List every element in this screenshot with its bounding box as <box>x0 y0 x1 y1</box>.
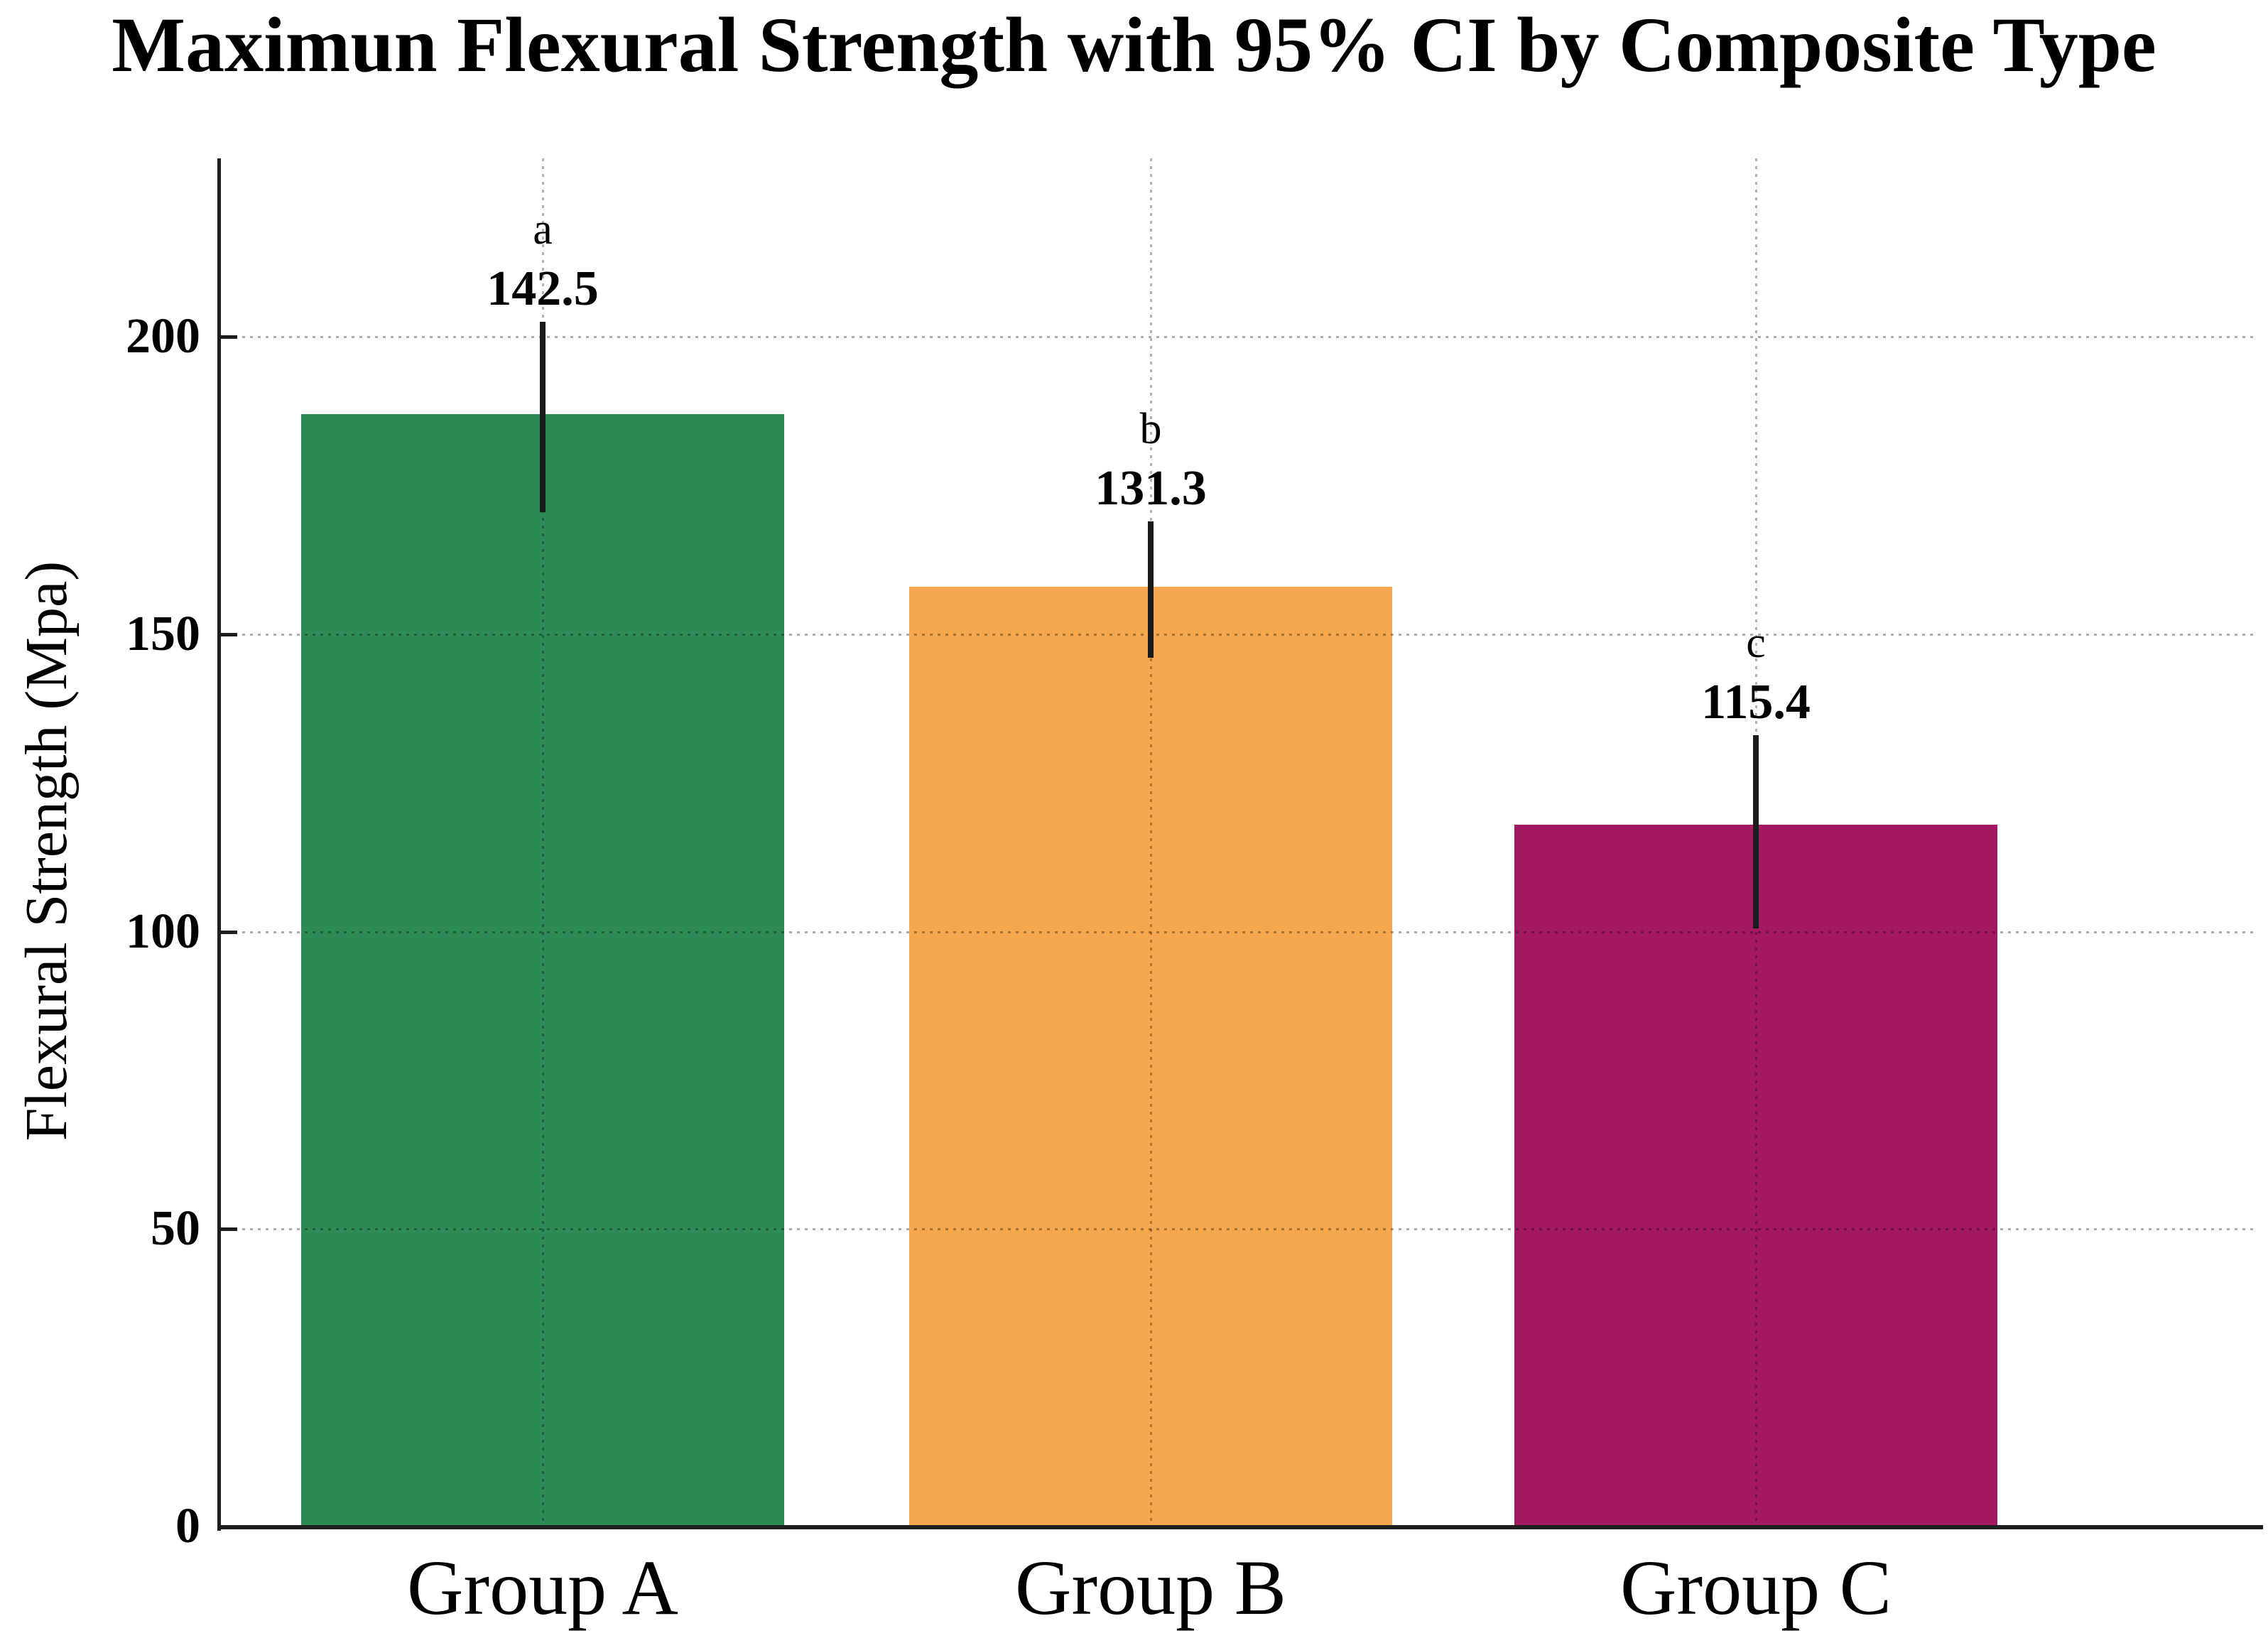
vertical-gridline-group-b <box>1150 158 1152 1527</box>
y-axis-spine <box>217 158 221 1531</box>
y-tick-mark-100 <box>219 930 237 934</box>
horizontal-gridline-150 <box>219 633 2253 636</box>
horizontal-gridline-50 <box>219 1228 2253 1231</box>
significance-letter-group-b: b <box>1139 404 1162 453</box>
y-tick-mark-150 <box>219 632 237 636</box>
value-label-group-a: 142.5 <box>487 261 599 317</box>
vertical-gridline-group-a <box>542 158 544 1527</box>
error-bar-group-a <box>540 322 546 513</box>
y-tick-label-50: 50 <box>151 1201 200 1257</box>
chart-title: Maximun Flexural Strength with 95% CI by… <box>112 1 2156 88</box>
horizontal-gridline-100 <box>219 931 2253 933</box>
bar-group-c <box>1514 824 1997 1527</box>
error-bar-group-c <box>1753 735 1759 929</box>
y-tick-label-0: 0 <box>175 1499 200 1553</box>
bar-group-b <box>909 586 1392 1527</box>
y-tick-mark-200 <box>219 335 237 340</box>
value-label-group-c: 115.4 <box>1701 675 1811 730</box>
y-tick-label-200: 200 <box>126 309 200 364</box>
significance-letter-group-a: a <box>533 205 553 254</box>
error-bar-group-b <box>1148 521 1154 658</box>
x-axis-spine <box>217 1525 2263 1529</box>
x-tick-label-group-b: Group B <box>1015 1544 1286 1631</box>
significance-letter-group-c: c <box>1746 619 1766 668</box>
bar-group-a <box>301 414 784 1527</box>
value-label-group-b: 131.3 <box>1095 460 1207 516</box>
x-tick-label-group-a: Group A <box>407 1544 678 1631</box>
y-tick-label-100: 100 <box>126 904 200 959</box>
horizontal-gridline-200 <box>219 336 2253 339</box>
y-tick-mark-50 <box>219 1227 237 1232</box>
y-tick-label-150: 150 <box>126 606 200 661</box>
x-tick-label-group-c: Group C <box>1620 1544 1892 1631</box>
